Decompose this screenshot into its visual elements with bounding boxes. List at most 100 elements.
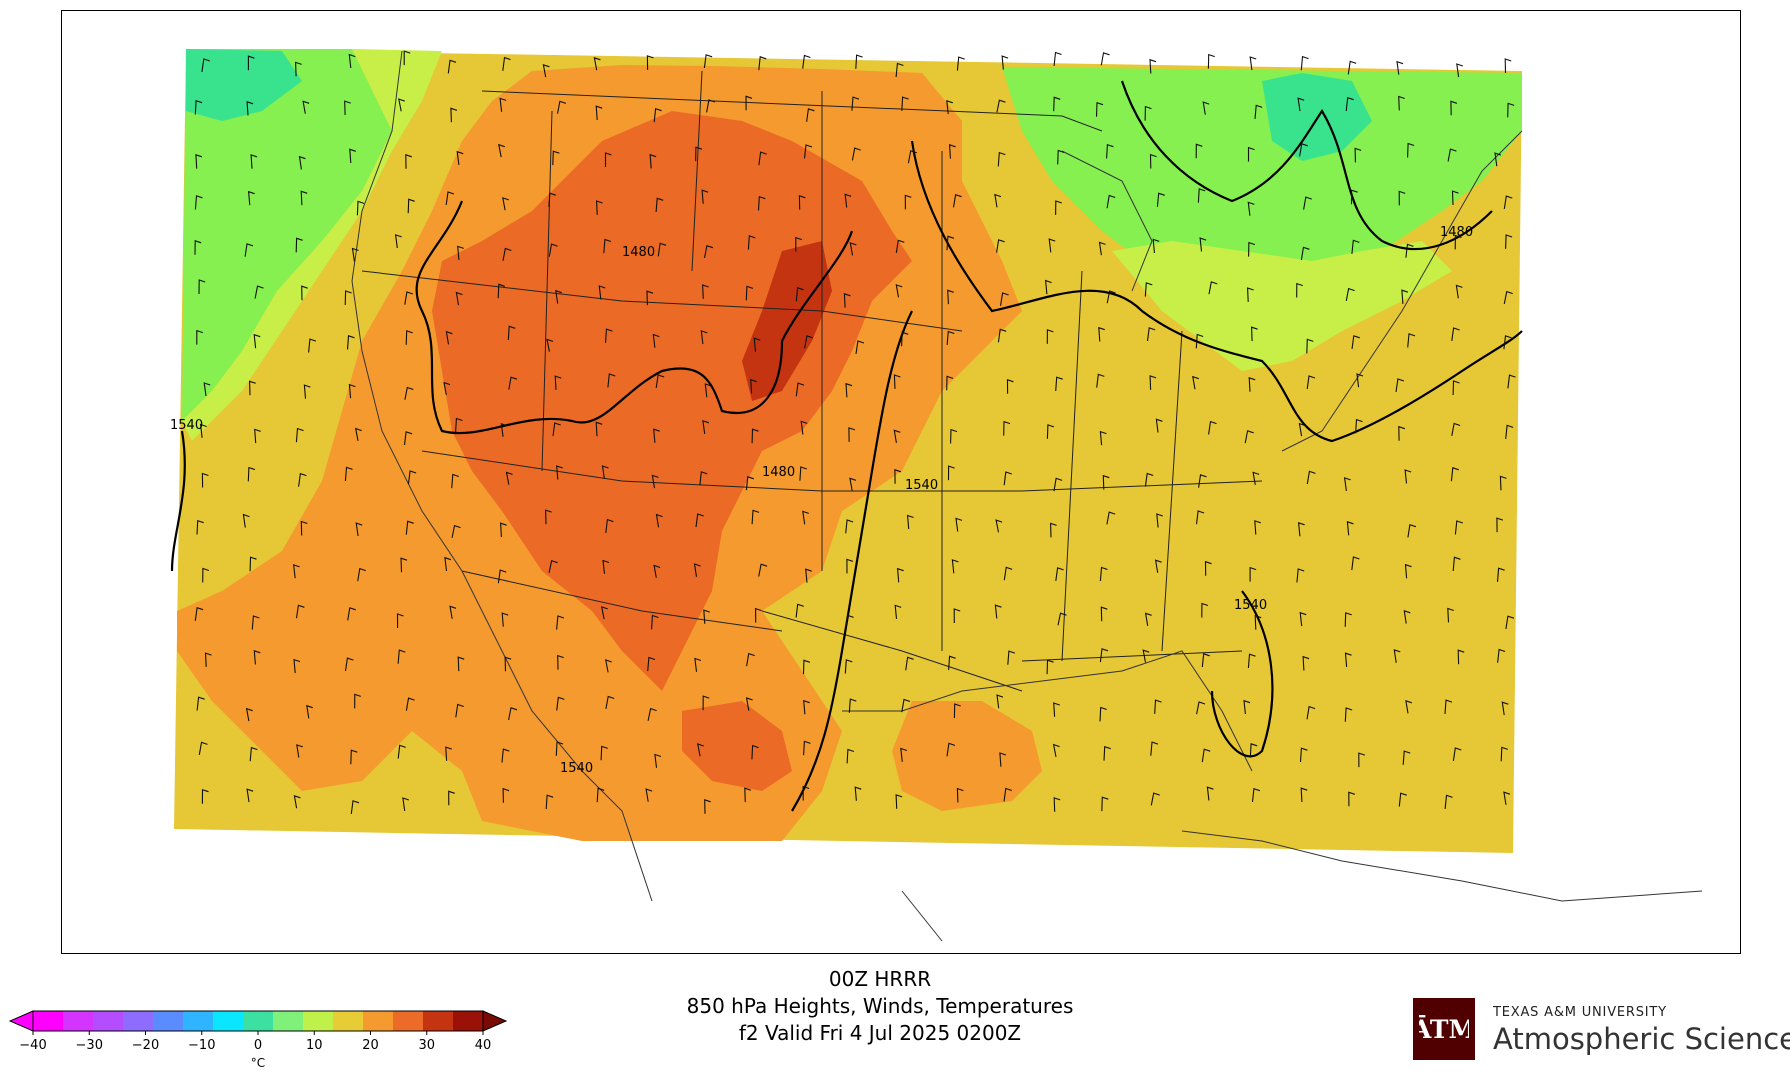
wind-barb [253, 333, 261, 349]
wind-barb [802, 785, 810, 801]
wind-barb [508, 707, 518, 721]
wind-barb [645, 788, 653, 802]
wind-barb [445, 191, 455, 205]
wind-barb [1500, 746, 1508, 762]
colorbar-swatch [423, 1011, 454, 1031]
wind-barb [947, 289, 954, 305]
wind-barb [1393, 649, 1401, 663]
wind-barb [1345, 287, 1355, 302]
wind-barb [995, 519, 1003, 533]
wind-barb [1447, 148, 1457, 162]
wind-barb [1202, 101, 1210, 115]
wind-barb [1055, 376, 1063, 391]
wind-barb [851, 147, 861, 161]
wind-barb [1300, 55, 1309, 71]
wind-barb [1299, 143, 1308, 157]
tamu-atm-logo-icon: ĀTM [1413, 998, 1475, 1060]
wind-barb [605, 518, 614, 533]
wind-barb [295, 427, 304, 443]
wind-barb [758, 563, 768, 577]
wind-barb [445, 330, 453, 345]
wind-barb [397, 649, 406, 664]
wind-barb [1150, 792, 1160, 806]
wind-barb [1057, 612, 1067, 626]
colorbar-tick-label: 20 [362, 1038, 379, 1053]
wind-barb [456, 150, 464, 165]
wind-barb [557, 654, 564, 670]
colorbar-tick-label: 10 [306, 1038, 323, 1053]
wind-barb [999, 292, 1009, 306]
wind-barb [602, 559, 610, 574]
wind-barb [601, 465, 609, 479]
wind-barb [694, 657, 702, 672]
wind-barb [1249, 743, 1258, 758]
wind-barb [1006, 379, 1014, 394]
wind-barb [846, 748, 855, 764]
wind-barb [1247, 287, 1254, 302]
wind-barb [1101, 796, 1109, 812]
wind-barb [249, 380, 256, 396]
wind-barb [308, 338, 317, 353]
wind-barb [1405, 243, 1414, 258]
wind-barb [1402, 750, 1411, 765]
temp-region-hot-30s-south [682, 701, 792, 791]
temp-region-warm-gulf [892, 701, 1042, 811]
wind-barb [195, 154, 203, 169]
wind-barb [1100, 52, 1110, 66]
wind-barb [1452, 556, 1461, 572]
wind-barb [295, 237, 303, 253]
wind-barb [1444, 699, 1453, 714]
wind-barb [1407, 142, 1415, 158]
wind-barb [1201, 602, 1209, 618]
wind-barb [407, 470, 417, 485]
wind-barb [1098, 326, 1105, 342]
wind-barb [296, 744, 303, 758]
wind-barb [798, 195, 806, 210]
wind-barb [806, 108, 815, 122]
wind-barb [647, 656, 656, 672]
colorbar-tick-label: 0 [254, 1038, 262, 1053]
wind-barb [444, 556, 452, 571]
wind-barb [254, 285, 264, 299]
colorbar-graphic: −40 −30 −20 −10 0 10 20 30 40 °C [8, 1010, 508, 1070]
wind-barb [657, 242, 667, 257]
temp-region-cold-canada-west [186, 49, 302, 121]
wind-barb [758, 56, 767, 71]
wind-barb [799, 466, 807, 481]
wind-barb [1456, 63, 1463, 78]
wind-barb [1053, 702, 1060, 717]
wind-barb [1156, 192, 1165, 207]
wind-barb [354, 427, 362, 442]
wind-barb [244, 243, 254, 257]
wind-barb [1096, 373, 1105, 388]
wind-barb [247, 55, 255, 71]
wind-barb [901, 698, 911, 713]
wind-barb [693, 563, 701, 577]
wind-barb [1156, 513, 1163, 528]
wind-barb [300, 520, 308, 536]
political-boundaries [361, 70, 1263, 692]
wind-barb [845, 382, 853, 398]
height-contours [170, 80, 1523, 812]
wind-barb [556, 696, 565, 711]
wind-barb [1195, 143, 1203, 159]
wind-barb [344, 466, 353, 482]
wind-barb [1201, 748, 1211, 763]
wind-barb [1344, 652, 1352, 667]
wind-barb [455, 703, 464, 718]
wind-barb [445, 746, 452, 761]
wind-barb [455, 291, 463, 306]
temp-region-cool-10s-west [182, 49, 392, 421]
colorbar-tick-label: 40 [475, 1038, 492, 1053]
wind-barb [701, 189, 709, 204]
wind-barb [403, 431, 413, 446]
wind-barb [946, 235, 955, 251]
wind-barb [651, 474, 659, 489]
wind-barb [1407, 333, 1416, 348]
wind-barb [1351, 556, 1360, 571]
wind-barb [848, 698, 857, 713]
wind-barb [896, 567, 904, 583]
wind-barb [1403, 609, 1411, 624]
wind-barb [1505, 424, 1514, 439]
wind-barb [1046, 659, 1054, 675]
